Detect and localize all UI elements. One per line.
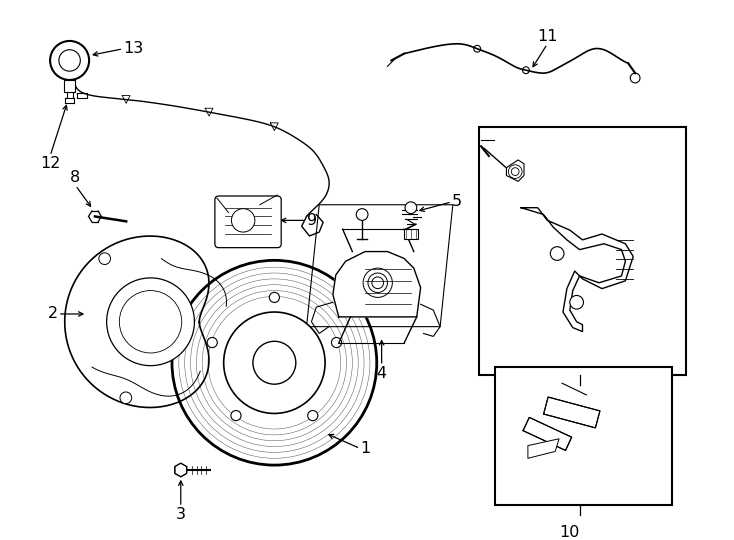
Bar — [479, 127, 686, 375]
Polygon shape — [528, 439, 559, 458]
Circle shape — [570, 295, 584, 309]
Text: 6: 6 — [579, 393, 589, 408]
Polygon shape — [333, 252, 421, 317]
Circle shape — [207, 338, 217, 348]
Circle shape — [231, 208, 255, 232]
Text: 2: 2 — [48, 307, 58, 321]
Text: 4: 4 — [377, 366, 387, 381]
Polygon shape — [65, 236, 209, 408]
Circle shape — [269, 292, 280, 302]
Text: 7: 7 — [492, 205, 501, 220]
Polygon shape — [64, 80, 76, 92]
Circle shape — [120, 392, 131, 404]
Circle shape — [106, 278, 195, 366]
Polygon shape — [175, 463, 186, 477]
FancyBboxPatch shape — [215, 196, 281, 248]
Polygon shape — [544, 397, 600, 428]
Bar — [495, 367, 672, 505]
Circle shape — [231, 410, 241, 421]
Polygon shape — [506, 160, 524, 181]
Text: 9: 9 — [307, 213, 316, 228]
Text: 8: 8 — [70, 170, 81, 185]
Text: 12: 12 — [40, 156, 60, 171]
FancyBboxPatch shape — [404, 229, 418, 239]
Circle shape — [356, 208, 368, 220]
Polygon shape — [521, 208, 633, 332]
Text: 5: 5 — [452, 194, 462, 210]
Circle shape — [332, 338, 341, 348]
Polygon shape — [523, 417, 572, 450]
Circle shape — [50, 41, 89, 80]
Circle shape — [308, 410, 318, 421]
Text: 1: 1 — [360, 441, 371, 456]
Text: 3: 3 — [175, 507, 186, 522]
Circle shape — [550, 247, 564, 260]
Circle shape — [99, 253, 111, 265]
Circle shape — [224, 312, 325, 414]
Text: 13: 13 — [123, 41, 143, 56]
Text: 11: 11 — [537, 29, 558, 44]
Text: 10: 10 — [559, 524, 580, 539]
Circle shape — [405, 202, 417, 213]
